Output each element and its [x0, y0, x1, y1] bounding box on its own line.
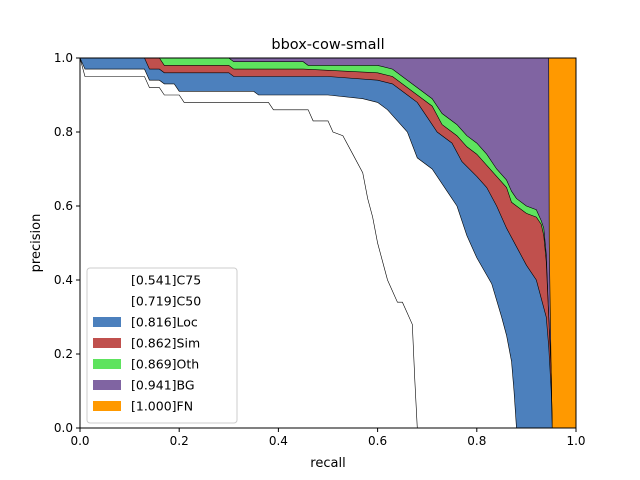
legend-label: [0.869]Oth [131, 357, 199, 372]
y-tick-label: 0.0 [54, 421, 73, 435]
x-tick-label: 0.4 [269, 434, 288, 448]
legend-swatch [93, 296, 121, 306]
legend-swatch [93, 401, 121, 411]
x-tick-label: 0.6 [368, 434, 387, 448]
legend-box [86, 267, 238, 424]
y-axis-ticks: 0.0 0.2 0.4 0.6 0.8 1.0 [54, 51, 80, 435]
plot-frame [79, 57, 577, 429]
x-axis-ticks: 0.0 0.2 0.4 0.6 0.8 1.0 [70, 428, 586, 448]
legend-label: [0.862]Sim [131, 336, 200, 351]
y-axis-label: precision [29, 214, 44, 273]
legend: [0.541]C75 [0.719]C50 [0.816]Loc [0.862]Sim… [86, 267, 238, 424]
x-tick-label: 0.0 [70, 434, 89, 448]
legend-swatch [93, 275, 121, 285]
y-tick-label: 0.6 [54, 199, 73, 213]
x-axis-label: recall [310, 456, 345, 471]
legend-swatch [93, 380, 121, 390]
y-tick-label: 0.8 [54, 125, 73, 139]
legend-swatch [93, 317, 121, 327]
y-tick-label: 0.2 [54, 347, 73, 361]
x-tick-label: 0.2 [170, 434, 189, 448]
legend-swatch [93, 338, 121, 348]
legend-swatch [93, 359, 121, 369]
x-tick-label: 0.8 [467, 434, 486, 448]
legend-label: [0.719]C50 [131, 294, 201, 309]
y-tick-label: 1.0 [54, 51, 73, 65]
legend-label: [0.541]C75 [131, 273, 201, 288]
legend-label: [0.941]BG [131, 378, 195, 393]
legend-label: [1.000]FN [131, 399, 193, 414]
y-tick-label: 0.4 [54, 273, 73, 287]
x-tick-label: 1.0 [566, 434, 585, 448]
chart-title: bbox-cow-small [271, 37, 384, 53]
legend-label: [0.816]Loc [131, 315, 198, 330]
